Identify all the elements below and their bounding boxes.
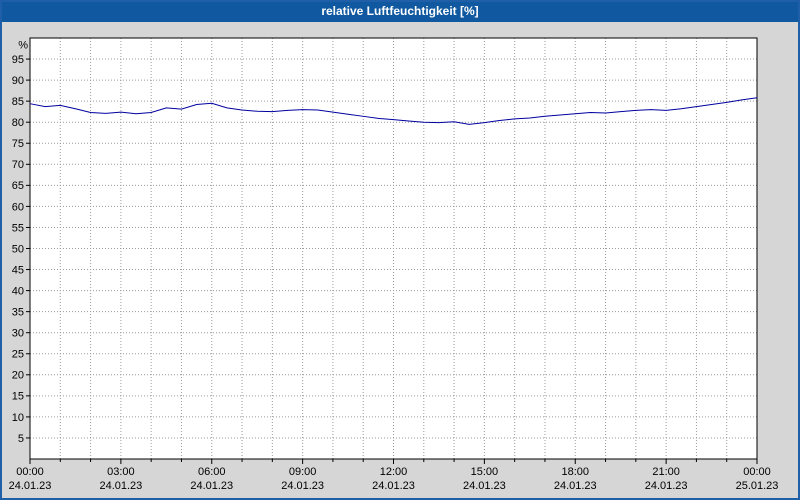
y-axis-unit: % (18, 40, 28, 52)
svg-text:12:00: 12:00 (380, 466, 408, 478)
svg-text:35: 35 (12, 307, 24, 319)
svg-text:70: 70 (12, 159, 24, 171)
x-axis-labels: 00:00 24.01.23 03:00 24.01.23 06:00 24.01.23 0… (9, 466, 779, 492)
window-title-bar: relative Luftfeuchtigkeit [%] (0, 0, 800, 22)
svg-text:30: 30 (12, 328, 24, 340)
svg-text:00:00: 00:00 (16, 466, 44, 478)
svg-text:03:00: 03:00 (107, 466, 135, 478)
svg-text:85: 85 (12, 96, 24, 108)
gridlines (30, 38, 757, 459)
svg-text:10: 10 (12, 412, 24, 424)
svg-text:15: 15 (12, 391, 24, 403)
svg-text:00:00: 00:00 (743, 466, 771, 478)
svg-text:75: 75 (12, 138, 24, 150)
svg-text:80: 80 (12, 117, 24, 129)
svg-text:25.01.23: 25.01.23 (736, 480, 779, 492)
svg-text:90: 90 (12, 75, 24, 87)
svg-text:40: 40 (12, 285, 24, 297)
svg-text:60: 60 (12, 201, 24, 213)
svg-text:15:00: 15:00 (471, 466, 499, 478)
svg-text:24.01.23: 24.01.23 (9, 480, 52, 492)
window-title: relative Luftfeuchtigkeit [%] (321, 4, 479, 18)
svg-text:45: 45 (12, 264, 24, 276)
svg-text:25: 25 (12, 349, 24, 361)
svg-text:50: 50 (12, 243, 24, 255)
svg-text:24.01.23: 24.01.23 (645, 480, 688, 492)
svg-text:5: 5 (18, 433, 24, 445)
svg-text:24.01.23: 24.01.23 (99, 480, 142, 492)
svg-text:55: 55 (12, 222, 24, 234)
svg-text:95: 95 (12, 54, 24, 66)
series-line (29, 97, 758, 125)
svg-text:06:00: 06:00 (198, 466, 226, 478)
svg-text:20: 20 (12, 370, 24, 382)
svg-text:65: 65 (12, 180, 24, 192)
svg-text:24.01.23: 24.01.23 (281, 480, 324, 492)
axis-ticks (26, 58, 758, 464)
svg-text:18:00: 18:00 (561, 466, 589, 478)
svg-text:24.01.23: 24.01.23 (190, 480, 233, 492)
y-axis-labels: 5 10 15 20 25 30 35 40 45 50 55 60 65 70 75 80 85 90 95 (12, 54, 24, 445)
svg-text:24.01.23: 24.01.23 (554, 480, 597, 492)
svg-text:09:00: 09:00 (289, 466, 317, 478)
svg-text:24.01.23: 24.01.23 (463, 480, 506, 492)
svg-text:21:00: 21:00 (652, 466, 680, 478)
humidity-chart: 5 10 15 20 25 30 35 40 45 50 55 60 65 70 75 80 85 90 95% 00… (0, 22, 800, 500)
svg-text:24.01.23: 24.01.23 (372, 480, 415, 492)
